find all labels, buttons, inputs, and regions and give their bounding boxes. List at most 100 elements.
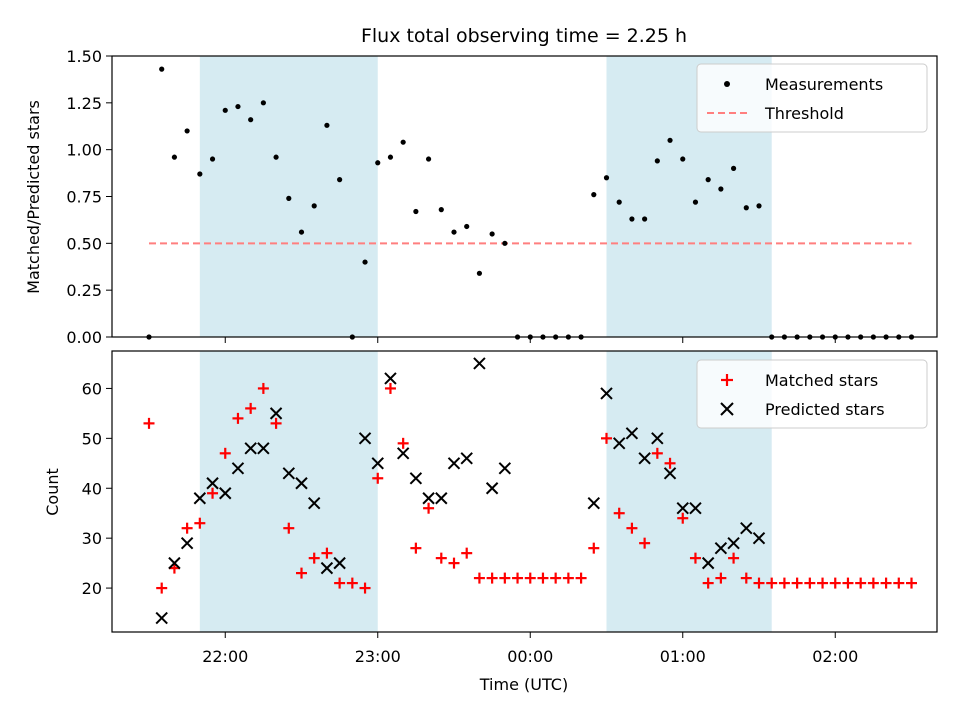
measurement-point-3 — [184, 128, 190, 134]
measurement-point-38 — [629, 216, 635, 222]
predicted-star-point-36 — [701, 556, 715, 570]
measurement-point-35 — [591, 192, 597, 198]
matched-star-point-39 — [639, 537, 651, 549]
matched-star-point-7 — [232, 412, 244, 424]
shaded-interval-0 — [199, 351, 378, 632]
predicted-star-point-23 — [460, 452, 473, 465]
measurement-point-47 — [743, 205, 749, 211]
measurement-point-42 — [680, 156, 686, 162]
measurement-point-43 — [692, 199, 699, 205]
predicted-star-point-27 — [587, 497, 600, 510]
measurement-point-6 — [222, 107, 228, 113]
measurement-point-7 — [235, 103, 241, 110]
top-y-tick-label-4: 1.00 — [66, 141, 102, 160]
legend-label-measurements: Measurements — [765, 75, 883, 94]
matched-star-point-19 — [384, 382, 396, 394]
matched-star-point-24 — [448, 557, 460, 569]
top-y-ticks: 0.00 0.25 0.50 0.75 1.00 1.25 1.50 — [66, 47, 112, 347]
matched-star-point-5 — [207, 487, 219, 499]
measurement-point-9 — [260, 100, 266, 106]
matched-star-point-41 — [664, 457, 676, 469]
measurement-point-19 — [387, 154, 394, 160]
measurement-point-28 — [502, 240, 508, 246]
matched-star-point-9 — [257, 382, 269, 394]
matched-star-point-21 — [410, 542, 422, 554]
measurement-point-17 — [362, 259, 368, 265]
matched-star-point-31 — [537, 572, 549, 584]
predicted-star-point-29 — [613, 437, 626, 450]
measurement-point-24 — [451, 229, 457, 235]
matched-star-point-56 — [855, 577, 867, 589]
predicted-star-point-15 — [358, 432, 372, 445]
matched-star-point-47 — [740, 572, 752, 584]
matched-star-point-17 — [359, 582, 371, 594]
measurement-point-41 — [667, 137, 673, 143]
predicted-star-point-38 — [727, 536, 740, 550]
matched-star-point-30 — [524, 572, 536, 584]
predicted-star-point-34 — [676, 502, 689, 515]
matched-star-point-8 — [245, 402, 257, 414]
matched-star-point-3 — [181, 522, 193, 534]
bottom-legend: Matched stars Predicted stars — [696, 359, 928, 429]
top-y-axis-label: Matched/Predicted stars — [24, 100, 43, 294]
predicted-star-point-21 — [435, 492, 448, 505]
bottom-y-tick-label-1: 30 — [82, 529, 102, 548]
bottom-y-ticks: 20 30 40 50 60 — [82, 379, 112, 598]
x-tick-label-2: 00:00 — [507, 647, 553, 666]
matched-star-point-4 — [194, 517, 206, 529]
matched-star-point-14 — [321, 547, 333, 559]
measurement-point-10 — [273, 154, 279, 160]
predicted-star-point-20 — [422, 492, 435, 505]
matched-star-point-6 — [219, 447, 231, 459]
measurement-point-44 — [705, 177, 711, 183]
x-tick-label-3: 01:00 — [660, 647, 706, 666]
measurement-point-13 — [311, 203, 317, 209]
matched-star-point-42 — [677, 512, 689, 524]
matched-star-point-46 — [728, 552, 740, 564]
measurement-point-36 — [603, 175, 610, 181]
matched-star-point-40 — [651, 447, 663, 459]
top-y-tick-label-2: 0.50 — [66, 234, 102, 253]
count-points — [143, 357, 917, 625]
bottom-y-tick-label-3: 50 — [82, 429, 102, 448]
x-tick-label-0: 22:00 — [202, 647, 248, 666]
bottom-y-axis-label: Count — [43, 468, 62, 516]
matched-star-point-12 — [296, 567, 307, 579]
bottom-y-tick-label-0: 20 — [82, 579, 102, 598]
matched-star-point-1 — [156, 582, 168, 594]
matched-star-point-0 — [143, 417, 155, 429]
top-y-tick-label-1: 0.25 — [66, 281, 102, 300]
measurement-point-39 — [642, 216, 648, 222]
matched-star-point-43 — [689, 552, 701, 564]
predicted-star-point-31 — [638, 452, 651, 465]
matched-star-point-48 — [753, 577, 765, 589]
top-y-tick-label-6: 1.50 — [66, 47, 102, 66]
measurement-point-23 — [438, 207, 444, 213]
measurement-point-25 — [464, 223, 470, 230]
bottom-axes-frame — [111, 350, 938, 633]
top-panel: 0.00 0.25 0.50 0.75 1.00 1.25 1.50 Matched/Pre… — [24, 47, 938, 347]
matched-star-point-45 — [715, 572, 727, 584]
predicted-star-point-9 — [269, 407, 283, 420]
predicted-star-point-25 — [485, 482, 499, 495]
matched-star-point-16 — [346, 577, 358, 589]
predicted-star-point-33 — [663, 467, 677, 480]
predicted-star-point-17 — [384, 372, 397, 385]
measurement-point-15 — [337, 177, 343, 183]
measurement-point-18 — [375, 160, 381, 166]
predicted-star-point-2 — [180, 536, 194, 550]
matched-star-point-38 — [626, 522, 638, 534]
matched-star-point-26 — [473, 572, 485, 584]
measurement-point-48 — [756, 203, 762, 209]
measurement-point-4 — [197, 171, 203, 177]
predicted-star-point-4 — [206, 477, 219, 490]
matched-star-point-55 — [842, 577, 854, 589]
matched-star-point-36 — [601, 432, 612, 444]
predicted-star-point-39 — [740, 521, 753, 535]
x-tick-label-1: 23:00 — [355, 647, 401, 666]
predicted-star-point-37 — [714, 541, 728, 555]
predicted-star-point-22 — [447, 457, 461, 470]
matched-star-point-25 — [461, 547, 473, 559]
matched-star-point-49 — [766, 577, 778, 589]
top-legend-box — [696, 63, 928, 133]
